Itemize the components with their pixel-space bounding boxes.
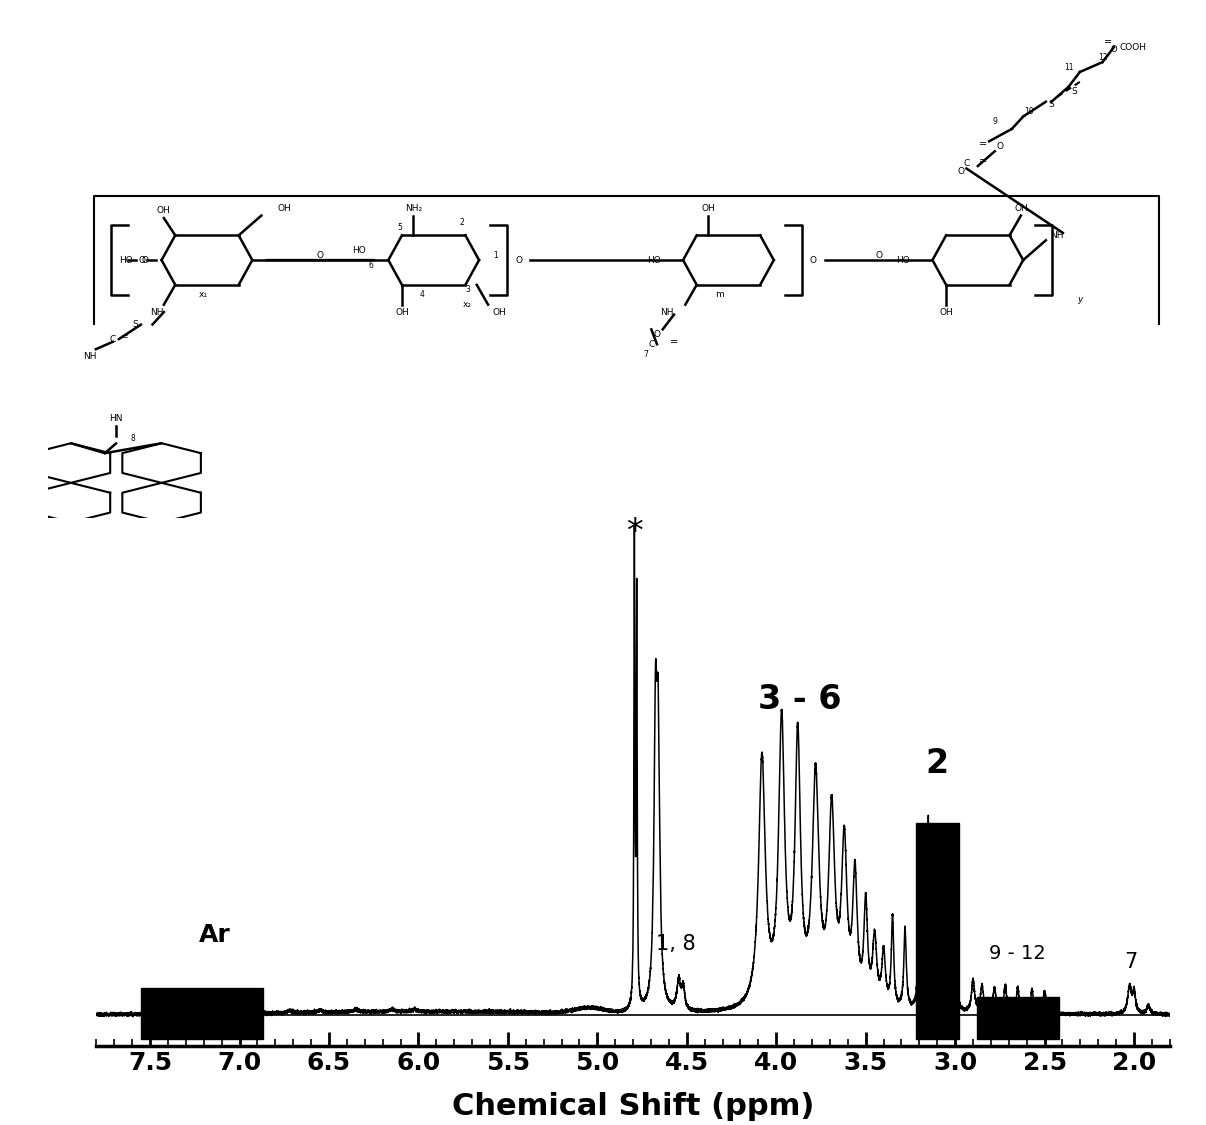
Text: OH: OH — [492, 307, 507, 316]
Text: 4: 4 — [420, 290, 425, 299]
Text: m: m — [715, 290, 724, 299]
Text: OH: OH — [396, 307, 409, 316]
Text: OH: OH — [701, 204, 715, 213]
Text: 10: 10 — [1024, 107, 1034, 116]
Text: 3: 3 — [466, 286, 470, 295]
Text: =: = — [671, 336, 678, 346]
Text: x₁: x₁ — [199, 290, 209, 299]
Bar — [977, 997, 1059, 1040]
Text: 8: 8 — [131, 434, 135, 443]
Text: 7: 7 — [643, 350, 648, 359]
Text: HN: HN — [110, 414, 123, 423]
Text: 6: 6 — [369, 261, 374, 270]
Text: y: y — [1077, 295, 1083, 304]
Text: O: O — [810, 255, 816, 264]
Text: x₂: x₂ — [463, 300, 473, 309]
Text: 12: 12 — [1097, 53, 1107, 62]
Text: *: * — [626, 516, 643, 549]
Text: NH₂: NH₂ — [405, 204, 422, 213]
Text: O: O — [654, 330, 661, 339]
Text: O: O — [139, 255, 145, 264]
Text: OH: OH — [277, 204, 291, 213]
Text: 2: 2 — [459, 218, 464, 227]
Text: 7: 7 — [1124, 952, 1137, 972]
Text: 1: 1 — [493, 251, 498, 260]
Bar — [915, 822, 959, 1040]
Text: COOH: COOH — [1119, 43, 1147, 52]
Text: O: O — [876, 251, 882, 260]
Text: OH: OH — [1014, 204, 1028, 213]
Text: O: O — [958, 166, 965, 176]
Text: HO: HO — [896, 255, 909, 264]
Text: O: O — [515, 255, 522, 264]
Text: O: O — [317, 251, 324, 260]
Text: =: = — [121, 332, 128, 341]
Text: C: C — [964, 159, 970, 168]
Text: NH: NH — [151, 307, 164, 316]
Text: 5: 5 — [397, 224, 402, 233]
Text: 11: 11 — [1064, 63, 1073, 72]
Text: O: O — [997, 142, 1005, 151]
Text: 9 - 12: 9 - 12 — [989, 944, 1046, 963]
X-axis label: Chemical Shift (ppm): Chemical Shift (ppm) — [452, 1091, 814, 1120]
Text: S: S — [1071, 88, 1077, 97]
Text: OH: OH — [939, 307, 953, 316]
Text: =: = — [1105, 37, 1112, 47]
Bar — [141, 988, 263, 1040]
Text: O: O — [141, 255, 148, 264]
Text: 9: 9 — [993, 117, 997, 126]
Text: O: O — [1111, 45, 1117, 54]
Text: NH: NH — [661, 307, 674, 316]
Text: C: C — [648, 340, 655, 349]
Text: =: = — [979, 138, 988, 148]
Text: Ar: Ar — [199, 922, 230, 947]
Text: 1, 8: 1, 8 — [656, 934, 696, 954]
Text: HO: HO — [352, 245, 365, 254]
Text: C: C — [110, 335, 116, 344]
Text: =: = — [979, 156, 988, 166]
Text: OH: OH — [157, 206, 171, 215]
Text: 2: 2 — [926, 747, 949, 780]
Text: S: S — [133, 319, 139, 328]
Text: 3 - 6: 3 - 6 — [757, 683, 842, 717]
Text: S: S — [1049, 100, 1054, 109]
Text: HO: HO — [119, 255, 133, 264]
Text: NH: NH — [1050, 231, 1064, 240]
Text: HO: HO — [646, 255, 661, 264]
Text: NH: NH — [83, 352, 96, 361]
